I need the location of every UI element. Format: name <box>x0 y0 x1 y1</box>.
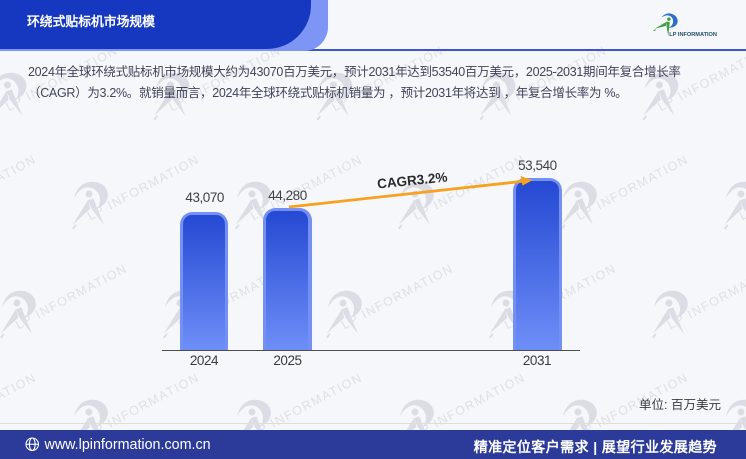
svg-text:LP INFORMATION: LP INFORMATION <box>669 32 717 38</box>
